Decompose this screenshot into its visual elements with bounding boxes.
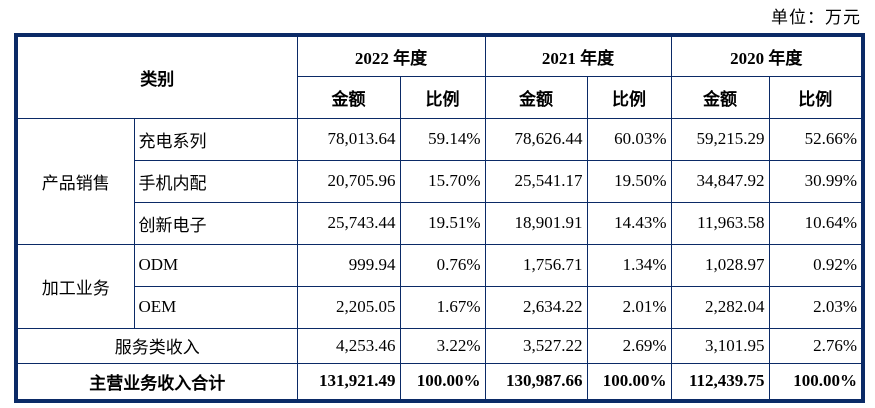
amount-cell: 3,527.22 <box>484 327 588 364</box>
amount-cell: 78,013.64 <box>296 117 401 161</box>
revenue-table: 类别 2022 年度 2021 年度 2020 年度 金额 比例 金额 比例 金… <box>14 33 865 403</box>
table-row-service: 服务类收入 4,253.46 3.22% 3,527.22 2.69% 3,10… <box>15 327 864 364</box>
amount-cell: 20,705.96 <box>296 159 401 203</box>
ratio-header-2022: 比例 <box>399 75 486 119</box>
amount-cell: 131,921.49 <box>296 362 401 402</box>
amount-cell: 1,756.71 <box>484 243 588 287</box>
amount-cell: 25,541.17 <box>484 159 588 203</box>
ratio-cell: 2.01% <box>586 285 672 329</box>
ratio-cell: 3.22% <box>399 327 486 364</box>
ratio-cell: 2.69% <box>586 327 672 364</box>
ratio-cell: 0.76% <box>399 243 486 287</box>
item-cell: ODM <box>133 243 298 287</box>
item-cell: 充电系列 <box>133 117 298 161</box>
ratio-cell: 60.03% <box>586 117 672 161</box>
table-row: 加工业务 ODM 999.94 0.76% 1,756.71 1.34% 1,0… <box>15 243 864 329</box>
ratio-cell: 2.76% <box>768 327 864 364</box>
year-header-2020: 2020 年度 <box>670 34 864 77</box>
ratio-cell: 100.00% <box>586 362 672 402</box>
item-cell: 创新电子 <box>133 201 298 245</box>
year-header-2021: 2021 年度 <box>484 34 672 77</box>
group-cell-processing: 加工业务 <box>15 243 135 329</box>
group-cell-product-sales: 产品销售 <box>15 117 135 245</box>
amount-cell: 34,847.92 <box>670 159 770 203</box>
amount-cell: 18,901.91 <box>484 201 588 245</box>
ratio-header-2020: 比例 <box>768 75 864 119</box>
amount-cell: 3,101.95 <box>670 327 770 364</box>
table-row: OEM 2,205.05 1.67% 2,634.22 2.01% 2,282.… <box>16 285 864 329</box>
ratio-cell: 100.00% <box>399 362 486 402</box>
total-label: 主营业务收入合计 <box>15 362 298 402</box>
amount-cell: 78,626.44 <box>484 117 588 161</box>
table-row-total: 主营业务收入合计 131,921.49 100.00% 130,987.66 1… <box>15 362 864 402</box>
amount-cell: 59,215.29 <box>670 117 770 161</box>
ratio-cell: 1.67% <box>399 285 486 329</box>
amount-cell: 112,439.75 <box>670 362 770 402</box>
amount-header-2022: 金额 <box>296 75 401 119</box>
service-income-label: 服务类收入 <box>15 327 298 364</box>
amount-cell: 999.94 <box>296 243 401 287</box>
amount-cell: 4,253.46 <box>296 327 401 364</box>
ratio-cell: 0.92% <box>768 243 864 287</box>
year-header-2022: 2022 年度 <box>296 34 486 77</box>
ratio-cell: 100.00% <box>768 362 864 402</box>
amount-cell: 11,963.58 <box>670 201 770 245</box>
unit-note: 单位：万元 <box>771 8 861 27</box>
amount-header-2020: 金额 <box>670 75 770 119</box>
ratio-cell: 14.43% <box>586 201 672 245</box>
amount-cell: 130,987.66 <box>484 362 588 402</box>
amount-cell: 2,205.05 <box>296 285 401 329</box>
ratio-cell: 15.70% <box>399 159 486 203</box>
ratio-cell: 10.64% <box>768 201 864 245</box>
amount-cell: 2,634.22 <box>484 285 588 329</box>
ratio-cell: 52.66% <box>768 117 864 161</box>
header-row-metrics: 金额 比例 金额 比例 金额 比例 <box>16 75 864 119</box>
table-row: 产品销售 充电系列 78,013.64 59.14% 78,626.44 60.… <box>15 117 864 245</box>
ratio-cell: 19.50% <box>586 159 672 203</box>
ratio-cell: 30.99% <box>768 159 864 203</box>
amount-cell: 2,282.04 <box>670 285 770 329</box>
table-row: 手机内配 20,705.96 15.70% 25,541.17 19.50% 3… <box>16 159 864 203</box>
amount-cell: 25,743.44 <box>296 201 401 245</box>
ratio-cell: 59.14% <box>399 117 486 161</box>
ratio-cell: 2.03% <box>768 285 864 329</box>
ratio-header-2021: 比例 <box>586 75 672 119</box>
ratio-cell: 19.51% <box>399 201 486 245</box>
ratio-cell: 1.34% <box>586 243 672 287</box>
item-cell: OEM <box>133 285 298 329</box>
table-row: 创新电子 25,743.44 19.51% 18,901.91 14.43% 1… <box>16 201 864 245</box>
header-row-years: 类别 2022 年度 2021 年度 2020 年度 <box>15 34 864 119</box>
item-cell: 手机内配 <box>133 159 298 203</box>
amount-cell: 1,028.97 <box>670 243 770 287</box>
category-header: 类别 <box>15 34 298 119</box>
amount-header-2021: 金额 <box>484 75 588 119</box>
